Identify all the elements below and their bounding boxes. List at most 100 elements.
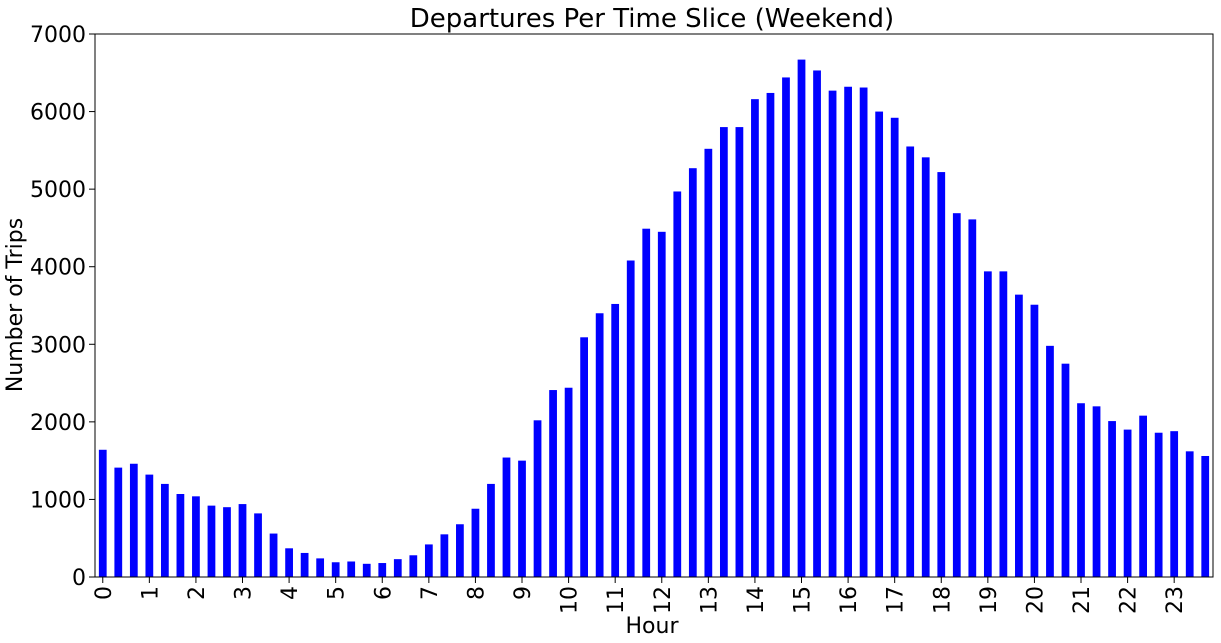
- bar-slice-20: [409, 555, 418, 577]
- bar-slice-11: [269, 533, 278, 577]
- y-tick-label: 3000: [30, 333, 86, 358]
- bar-slice-6: [192, 496, 200, 577]
- bar-slice-69: [1170, 431, 1179, 577]
- bar-slice-17: [362, 563, 371, 577]
- bar-slice-57: [983, 271, 992, 577]
- bar-slice-52: [906, 146, 915, 578]
- x-tick-label: 16: [837, 586, 862, 614]
- bar-slice-23: [456, 524, 464, 577]
- x-tick-label: 21: [1070, 586, 1095, 614]
- x-axis: 0 1 2 3 4 5 6 7 8 9 10 11 12 13 14 15 16 17 18 19 20 21 22 23: [92, 577, 1188, 614]
- bar-slice-4: [160, 483, 169, 577]
- x-tick-label: 7: [418, 586, 443, 600]
- bar-slice-63: [1077, 403, 1085, 577]
- bar-slice-2: [129, 463, 138, 577]
- bar-slice-26: [502, 457, 511, 577]
- bar-slice-29: [549, 390, 557, 577]
- y-axis: 0 1000 2000 3000 4000 5000 6000 7000: [30, 23, 95, 591]
- y-tick-label: 6000: [30, 101, 86, 126]
- bar-slice-60: [1030, 304, 1039, 577]
- bar-slice-49: [859, 87, 868, 578]
- y-tick-label: 7000: [30, 23, 86, 48]
- bar-slice-71: [1201, 455, 1210, 577]
- bar-slice-39: [704, 148, 713, 577]
- x-tick-label: 0: [92, 586, 117, 600]
- bar-slice-33: [611, 303, 620, 577]
- bar-slice-64: [1092, 406, 1101, 577]
- bar-slice-37: [673, 191, 682, 577]
- y-tick-label: 0: [72, 566, 86, 591]
- bar-slice-51: [890, 117, 899, 577]
- bar-slice-25: [487, 483, 495, 577]
- bar-slice-62: [1061, 363, 1070, 577]
- bar-slice-19: [393, 559, 402, 577]
- bar-slice-53: [921, 157, 930, 577]
- x-tick-label: 3: [232, 586, 257, 600]
- bar-slice-45: [797, 59, 806, 578]
- bar-slice-35: [642, 228, 651, 577]
- bar-slice-0: [98, 449, 107, 577]
- bar-slice-5: [176, 494, 185, 577]
- y-tick-label: 4000: [30, 256, 86, 281]
- bar-slice-14: [316, 558, 325, 577]
- x-tick-label: 4: [278, 586, 303, 600]
- bar-slice-41: [735, 127, 744, 577]
- x-tick-label: 19: [977, 586, 1002, 614]
- bar-slice-28: [533, 420, 542, 577]
- bar-slice-68: [1154, 432, 1163, 577]
- bar-slice-48: [844, 86, 852, 577]
- x-tick-label: 22: [1117, 586, 1142, 614]
- bar-slice-27: [518, 460, 526, 577]
- x-tick-label: 6: [371, 586, 396, 600]
- bar-slice-44: [782, 77, 790, 577]
- x-axis-label: Hour: [626, 614, 680, 639]
- bar-slice-65: [1108, 421, 1116, 577]
- x-tick-label: 2: [185, 586, 210, 600]
- bar-slice-32: [595, 313, 604, 577]
- bar-slice-21: [424, 544, 433, 577]
- bar-slice-58: [999, 271, 1008, 577]
- bar-slice-7: [207, 505, 216, 577]
- x-tick-label: 11: [604, 586, 629, 614]
- bar-slice-40: [719, 127, 728, 577]
- bar-slice-50: [875, 111, 884, 577]
- x-tick-label: 14: [744, 586, 769, 614]
- bar-slice-43: [766, 92, 775, 577]
- x-tick-label: 12: [651, 586, 676, 614]
- y-tick-label: 5000: [30, 178, 86, 203]
- bar-slice-38: [688, 168, 697, 577]
- bar-slice-8: [223, 507, 231, 577]
- bar-slice-61: [1046, 345, 1054, 577]
- plot-frame: [94, 33, 1214, 578]
- bar-slice-42: [751, 99, 759, 577]
- bars-group: [98, 59, 1210, 578]
- bar-slice-13: [300, 552, 309, 577]
- bar-slice-36: [657, 231, 666, 577]
- bar-slice-30: [564, 387, 573, 577]
- bar-slice-31: [580, 337, 588, 577]
- y-tick-label: 2000: [30, 411, 86, 436]
- bar-slice-59: [1015, 294, 1023, 577]
- bar-slice-56: [968, 219, 977, 577]
- x-tick-label: 20: [1023, 586, 1048, 614]
- bar-slice-16: [347, 561, 356, 577]
- x-tick-label: 15: [791, 586, 816, 614]
- x-tick-label: 5: [325, 586, 350, 600]
- bar-slice-47: [828, 90, 837, 577]
- x-tick-label: 23: [1163, 586, 1188, 614]
- y-tick-label: 1000: [30, 488, 86, 513]
- bar-slice-18: [378, 563, 387, 577]
- bar-slice-67: [1139, 415, 1147, 577]
- x-tick-label: 10: [558, 586, 583, 614]
- x-tick-label: 13: [697, 586, 722, 614]
- x-tick-label: 8: [464, 586, 489, 600]
- bar-slice-22: [440, 534, 449, 577]
- x-tick-label: 9: [511, 586, 536, 600]
- chart-title: Departures Per Time Slice (Weekend): [410, 4, 894, 34]
- bar-slice-3: [145, 474, 154, 577]
- x-tick-label: 1: [138, 586, 163, 600]
- bar-slice-54: [937, 172, 946, 577]
- bar-slice-70: [1185, 451, 1194, 577]
- bar-slice-12: [285, 548, 293, 577]
